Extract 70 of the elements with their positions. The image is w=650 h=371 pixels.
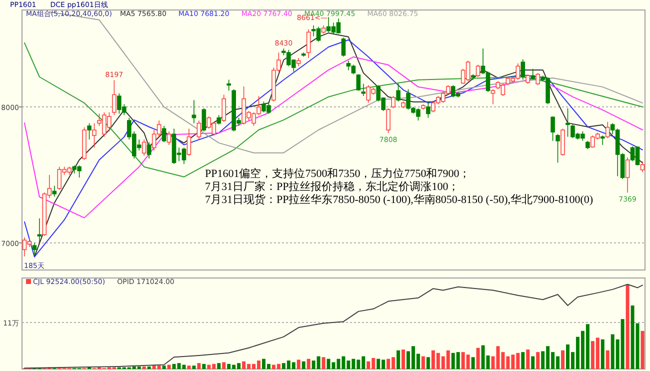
bar	[147, 366, 151, 369]
candlestick	[226, 79, 231, 91]
candlestick	[142, 139, 146, 156]
annotation: PP1601偏空，支持位7500和7350，压力位7750和7900；	[205, 167, 470, 180]
bar	[167, 364, 171, 369]
candlestick	[37, 218, 42, 244]
bar	[476, 348, 480, 369]
bar	[606, 350, 610, 369]
annotation: 7月31日厂家：PP拉丝报价持稳，东北定价调涨100；	[205, 180, 460, 193]
candlestick	[112, 80, 116, 116]
bar	[222, 362, 226, 369]
bar	[296, 360, 300, 369]
bar	[531, 356, 535, 369]
bar	[197, 363, 201, 369]
candlestick	[216, 114, 222, 125]
bar	[187, 366, 191, 369]
candlestick	[192, 100, 196, 124]
line-series	[24, 56, 644, 218]
candlestick	[536, 72, 540, 86]
candlestick	[386, 108, 390, 134]
candlestick	[391, 96, 396, 109]
candlestick	[426, 101, 430, 118]
candlestick	[202, 108, 206, 132]
bar	[202, 364, 206, 369]
bar	[471, 357, 475, 369]
candlestick	[52, 185, 57, 198]
candlestick	[550, 116, 555, 142]
bar	[162, 366, 166, 369]
bar	[640, 330, 644, 369]
candlestick	[556, 134, 560, 164]
candlestick	[600, 135, 605, 146]
bar	[526, 350, 530, 369]
candlestick	[196, 120, 202, 140]
bar	[521, 352, 525, 369]
candlestick	[605, 121, 610, 139]
bar	[600, 339, 604, 369]
candlestick	[490, 88, 496, 105]
bar	[536, 352, 540, 369]
candlestick	[361, 83, 366, 96]
candlestick	[162, 126, 166, 143]
candlestick	[566, 108, 570, 138]
candlestick	[530, 68, 536, 80]
bar	[426, 357, 430, 369]
bar	[396, 350, 400, 369]
candlestick	[32, 242, 37, 256]
bar	[561, 350, 565, 369]
candlestick	[146, 142, 152, 159]
bar	[626, 284, 630, 369]
bar	[402, 350, 406, 369]
bar	[217, 363, 221, 369]
candlestick	[520, 58, 526, 80]
candlestick	[186, 128, 192, 156]
bar	[322, 357, 326, 369]
candlestick	[625, 156, 630, 194]
bar	[142, 366, 146, 369]
bar	[192, 366, 196, 369]
candlestick	[222, 94, 226, 122]
bar	[306, 358, 310, 369]
bar	[302, 361, 306, 369]
line-series	[24, 42, 644, 178]
candlestick	[306, 29, 311, 58]
annotation: 7月31日现货：PP拉丝华东7850-8050 (-100),华南8050-8150 (-50),华北7900-8100(0)	[205, 193, 594, 206]
candlestick	[526, 74, 530, 84]
candlestick	[87, 122, 92, 140]
candlestick	[166, 130, 172, 146]
candlestick	[396, 83, 400, 102]
candlestick	[476, 64, 480, 78]
candlestick	[341, 37, 346, 58]
candlestick	[92, 122, 96, 148]
bar	[421, 356, 425, 369]
